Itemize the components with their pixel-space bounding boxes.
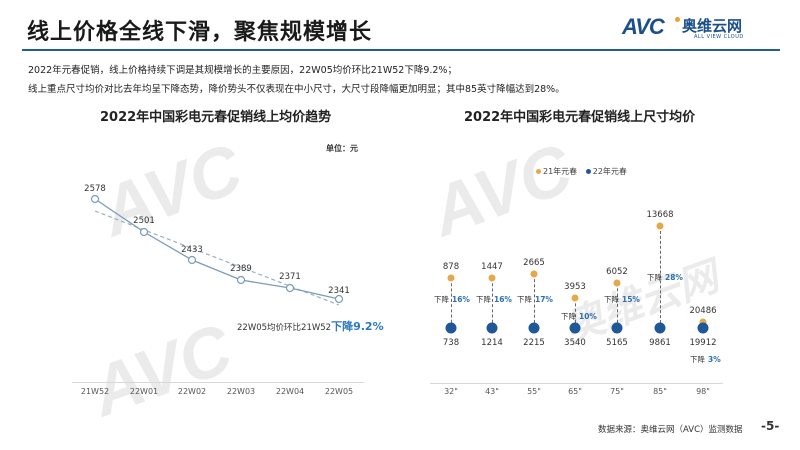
callout-text: 22W05均价环比21W52 bbox=[237, 323, 332, 333]
legend-dot-icon bbox=[536, 169, 541, 174]
x-axis bbox=[72, 382, 364, 383]
left-chart-title: 2022年中国彩电元春促销线上均价趋势 bbox=[100, 110, 332, 125]
value-21: 13668 bbox=[646, 210, 674, 220]
x-tick: 22W02 bbox=[177, 387, 207, 396]
value-22: 738 bbox=[442, 338, 460, 348]
data-source: 数据来源：奥维云网（AVC）监测数据 bbox=[598, 425, 743, 435]
x-tick: 85" bbox=[653, 387, 667, 396]
watermark: AVC bbox=[420, 128, 582, 252]
legend: 21年元春 22年元春 bbox=[536, 166, 627, 177]
avg-price-line-chart bbox=[90, 194, 344, 306]
dumbbell-stem bbox=[575, 298, 576, 328]
value-label: 2341 bbox=[328, 286, 350, 296]
drop-label: 下降 16% bbox=[476, 295, 512, 304]
legend-item-21: 21年元春 bbox=[536, 167, 577, 176]
dot-22 bbox=[569, 322, 581, 334]
page-title: 线上价格全线下滑，聚焦规模增长 bbox=[27, 20, 373, 45]
drop-label: 下降 28% bbox=[647, 273, 683, 282]
dumbbell-stem bbox=[617, 283, 618, 328]
logo-dot-icon bbox=[675, 17, 680, 22]
callout-highlight: 下降9.2% bbox=[331, 320, 384, 333]
value-label: 2433 bbox=[181, 245, 203, 255]
title-divider bbox=[22, 49, 780, 51]
logo-name-cn: 奥维云网 bbox=[682, 17, 743, 35]
x-axis bbox=[430, 383, 723, 384]
dot-21 bbox=[530, 270, 538, 278]
x-tick: 55" bbox=[527, 387, 541, 396]
dot-22 bbox=[654, 322, 666, 334]
page-number: -5- bbox=[761, 419, 780, 433]
value-22: 9861 bbox=[649, 338, 671, 348]
x-tick: 22W05 bbox=[324, 387, 354, 396]
dot-21 bbox=[656, 222, 664, 230]
dot-21 bbox=[488, 274, 496, 282]
dot-21 bbox=[447, 274, 455, 282]
price-line bbox=[94, 198, 340, 300]
value-21: 2665 bbox=[523, 258, 545, 268]
logo-name-en: ALL VIEW CLOUD bbox=[694, 34, 744, 40]
value-21: 1447 bbox=[481, 262, 503, 272]
data-points bbox=[90, 194, 344, 304]
dot-22 bbox=[445, 322, 457, 334]
value-label: 2578 bbox=[84, 184, 106, 194]
value-22: 1214 bbox=[481, 338, 503, 348]
description-line-1: 2022年元春促销，线上价格持续下调是其规模增长的主要原因，22W05均价环比2… bbox=[28, 65, 457, 76]
value-21: 878 bbox=[442, 262, 460, 272]
value-22: 5165 bbox=[606, 338, 628, 348]
dot-21 bbox=[613, 279, 621, 287]
drop-label: 下降 10% bbox=[561, 312, 597, 321]
x-tick: 22W01 bbox=[129, 387, 159, 396]
x-tick: 22W04 bbox=[275, 387, 305, 396]
right-chart-title: 2022年中国彩电元春促销线上尺寸均价 bbox=[464, 110, 696, 125]
drop-label: 下降 16% bbox=[434, 295, 470, 304]
value-21: 20486 bbox=[689, 306, 717, 316]
dot-22 bbox=[611, 322, 623, 334]
dot-21 bbox=[571, 294, 579, 302]
dot-22 bbox=[528, 322, 540, 334]
description-line-2: 线上重点尺寸均价对比去年均呈下降态势，降价势头不仅表现在中小尺寸，大尺寸段降幅更… bbox=[28, 84, 565, 95]
drop-label: 下降 17% bbox=[517, 295, 553, 304]
legend-item-22: 22年元春 bbox=[585, 167, 627, 176]
value-22: 3540 bbox=[564, 338, 586, 348]
drop-label: 下降 15% bbox=[604, 295, 640, 304]
dumbbell-stem bbox=[534, 274, 535, 328]
dot-21 bbox=[699, 318, 707, 326]
dumbbell-stem bbox=[660, 226, 661, 328]
legend-dot-icon bbox=[585, 169, 591, 174]
value-label: 2501 bbox=[133, 216, 155, 226]
avc-logo: AVC 奥维云网 ALL VIEW CLOUD bbox=[622, 14, 782, 44]
x-tick: 32" bbox=[444, 387, 458, 396]
unit-label: 单位：元 bbox=[326, 144, 358, 153]
logo-mark: AVC bbox=[622, 14, 665, 39]
value-label: 2389 bbox=[230, 264, 252, 274]
x-tick: 98" bbox=[696, 387, 710, 396]
dumbbell-stem bbox=[492, 278, 493, 328]
x-tick: 75" bbox=[610, 387, 624, 396]
value-22: 2215 bbox=[523, 338, 545, 348]
x-tick: 43" bbox=[485, 387, 499, 396]
x-tick: 65" bbox=[568, 387, 582, 396]
value-label: 2371 bbox=[279, 272, 301, 282]
value-21: 6052 bbox=[606, 267, 628, 277]
dumbbell-stem bbox=[451, 278, 452, 328]
dot-22 bbox=[697, 322, 709, 334]
x-tick: 21W52 bbox=[80, 387, 110, 396]
value-21: 3953 bbox=[564, 282, 586, 292]
value-22: 19912 bbox=[689, 338, 717, 348]
change-callout: 22W05均价环比21W52下降9.2% bbox=[237, 318, 384, 334]
x-tick: 22W03 bbox=[226, 387, 256, 396]
dot-22 bbox=[486, 322, 498, 334]
drop-label: 下降 3% bbox=[690, 355, 721, 364]
